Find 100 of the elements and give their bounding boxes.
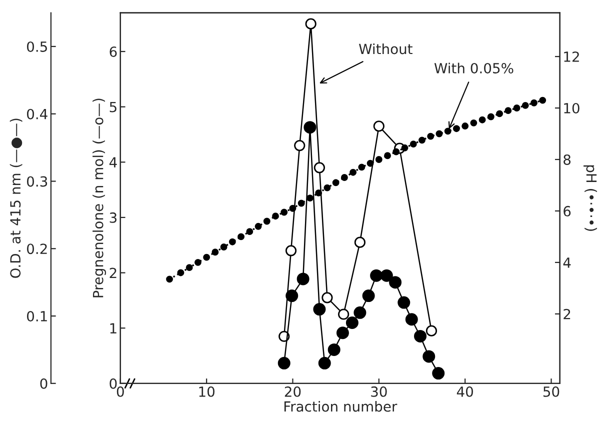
- point: [324, 184, 331, 192]
- point: [272, 212, 279, 220]
- point: [203, 254, 210, 261]
- point: [177, 269, 184, 276]
- y-tick-label: 3: [110, 212, 117, 223]
- y-tick-label: 4: [109, 157, 117, 168]
- point: [212, 248, 219, 256]
- point: [370, 269, 383, 282]
- y3-tick-label: 0.3: [27, 176, 48, 187]
- y3-tick-label: 0.4: [27, 108, 48, 120]
- point: [354, 306, 366, 319]
- point: [313, 303, 326, 316]
- y3-axis-title: O.D. at 415 nm (—●—): [10, 118, 22, 278]
- x-tick-label: 30: [371, 386, 387, 397]
- point: [289, 204, 296, 212]
- point: [315, 189, 322, 196]
- point: [380, 269, 393, 282]
- x-tick-label: 40: [456, 386, 473, 397]
- point: [238, 233, 245, 240]
- point: [427, 132, 434, 140]
- y2-tick-label: 8: [564, 154, 571, 165]
- y-tick-label: 0: [110, 378, 117, 389]
- point: [358, 164, 366, 171]
- point: [332, 179, 340, 186]
- x-tick-label: 50: [543, 386, 560, 397]
- point: [194, 258, 202, 266]
- x-tick-label: 20: [284, 386, 301, 397]
- point: [186, 264, 193, 272]
- point: [398, 296, 410, 309]
- point: [296, 272, 310, 286]
- point: [346, 316, 358, 330]
- point: [422, 350, 436, 363]
- y3-tick-label: 0: [40, 378, 48, 389]
- point: [487, 113, 494, 120]
- point: [375, 156, 382, 163]
- point: [539, 96, 546, 104]
- y2-axis-title: pH (•·•·•): [584, 165, 597, 231]
- y2-tick-label: 10: [564, 102, 580, 114]
- point: [432, 367, 445, 380]
- annotation: With 0.05%: [434, 62, 514, 74]
- point: [366, 160, 374, 167]
- point: [166, 276, 173, 283]
- point: [294, 140, 306, 152]
- point: [304, 121, 316, 134]
- point: [426, 325, 438, 336]
- point: [405, 313, 418, 326]
- x-tick-label: 10: [199, 386, 214, 397]
- y2-tick-label: 6: [564, 206, 571, 216]
- x-tick-label: 0: [116, 386, 124, 397]
- point: [414, 330, 427, 342]
- point: [522, 102, 529, 109]
- point: [263, 218, 270, 225]
- point: [373, 120, 384, 132]
- point: [462, 122, 469, 130]
- point: [470, 119, 478, 126]
- point: [336, 326, 349, 340]
- point: [401, 144, 408, 152]
- point: [280, 208, 288, 216]
- point: [350, 168, 357, 176]
- point: [436, 130, 443, 138]
- y3-tick-label: 0.5: [27, 41, 47, 52]
- y3-tick-label: 0.2: [27, 244, 47, 254]
- point: [496, 110, 504, 118]
- point: [318, 356, 331, 370]
- point: [362, 290, 375, 302]
- y2-tick-label: 12: [564, 52, 579, 62]
- point: [389, 276, 402, 289]
- x-axis-title: Fraction number: [284, 401, 398, 412]
- y2-tick-label: 2: [564, 308, 570, 320]
- point: [513, 104, 520, 112]
- point: [305, 18, 316, 30]
- point: [306, 194, 314, 202]
- point: [384, 152, 391, 160]
- point: [340, 174, 348, 181]
- point: [246, 228, 254, 236]
- point: [278, 356, 290, 370]
- point: [444, 128, 452, 135]
- y-tick-label: 6: [110, 46, 117, 57]
- point: [504, 107, 512, 114]
- annotation: Without: [358, 43, 412, 54]
- y2-tick-label: 4: [563, 258, 571, 268]
- point: [410, 140, 417, 148]
- point: [285, 245, 297, 256]
- point: [328, 343, 340, 356]
- y-tick-label: 2: [110, 268, 116, 278]
- point: [254, 222, 262, 230]
- point: [530, 99, 538, 106]
- point: [418, 136, 426, 144]
- point: [452, 125, 460, 132]
- point: [286, 290, 298, 302]
- point: [228, 238, 236, 246]
- y-tick-label: 1: [110, 323, 116, 334]
- point: [478, 116, 486, 124]
- point: [220, 244, 228, 250]
- y3-tick-label: 0.1: [27, 310, 47, 322]
- point: [338, 308, 350, 320]
- point: [322, 292, 333, 304]
- point: [354, 236, 366, 248]
- y-tick-label: 5: [110, 102, 116, 112]
- point: [298, 200, 305, 207]
